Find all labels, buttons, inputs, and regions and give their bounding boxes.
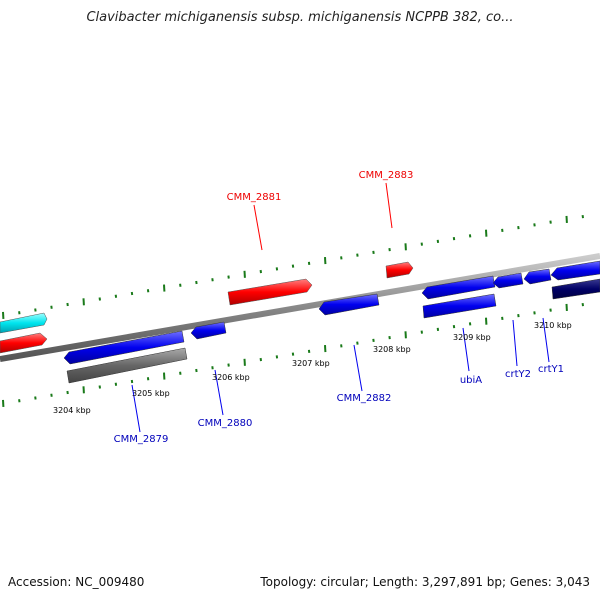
gene-label-cmm-2881[interactable]: CMM_2881 — [227, 192, 282, 203]
gene-crty1[interactable] — [523, 268, 552, 285]
scale-label: 3205 kbp — [132, 389, 170, 398]
scale-label: 3210 kbp — [534, 321, 572, 330]
sequence-backbone — [0, 253, 600, 362]
leader-cmm-2879 — [131, 384, 141, 433]
gene-cmm-2881[interactable] — [227, 278, 313, 306]
leader-ubia — [462, 327, 470, 372]
gene-cmm-2880[interactable] — [190, 321, 227, 340]
scale-label: 3207 kbp — [292, 359, 330, 368]
label-leaders — [131, 182, 550, 433]
accession-text: Accession: NC_009480 — [8, 575, 145, 589]
scale-label: 3209 kbp — [453, 333, 491, 342]
gene-crty2[interactable] — [492, 272, 524, 289]
scale-label: 3208 kbp — [373, 345, 411, 354]
gene-cmm-2879[interactable] — [63, 330, 185, 365]
rna-left-cyan[interactable] — [0, 312, 48, 334]
scale-label: 3204 kbp — [53, 406, 91, 415]
gene-label-cmm-2883[interactable]: CMM_2883 — [359, 170, 414, 181]
gene-label-ubia[interactable]: ubiA — [460, 375, 482, 386]
gene-below-ubia[interactable] — [422, 293, 497, 319]
map-title: Clavibacter michiganensis subsp. michiga… — [86, 10, 514, 25]
leader-crty1 — [542, 317, 550, 363]
gene-label-crty1[interactable]: crtY1 — [538, 364, 564, 375]
leader-cmm-2883 — [385, 182, 393, 229]
gene-cmm-2882[interactable] — [318, 293, 380, 316]
leader-crty2 — [512, 319, 518, 367]
leader-cmm-2881 — [253, 204, 263, 251]
gene-label-crty2[interactable]: crtY2 — [505, 369, 531, 380]
gene-right-edge[interactable] — [550, 260, 600, 281]
genome-summary-text: Topology: circular; Length: 3,297,891 bp… — [260, 575, 590, 589]
gene-label-cmm-2882[interactable]: CMM_2882 — [337, 393, 392, 404]
scale-ticks — [2, 215, 584, 408]
gene-cmm-2883[interactable] — [385, 261, 414, 279]
gene-left-red-upper[interactable] — [0, 332, 48, 354]
leader-cmm-2882 — [353, 344, 363, 392]
scale-labels: 3204 kbp 3205 kbp 3206 kbp 3207 kbp 3208… — [53, 321, 572, 415]
gene-label-cmm-2879[interactable]: CMM_2879 — [114, 434, 169, 445]
gene-right-navy[interactable] — [551, 278, 600, 300]
gene-ubia[interactable] — [421, 275, 496, 300]
scale-label: 3206 kbp — [212, 373, 250, 382]
gene-label-cmm-2880[interactable]: CMM_2880 — [198, 418, 253, 429]
leader-cmm-2880 — [214, 369, 224, 416]
pseudogene-gray[interactable] — [66, 347, 188, 384]
